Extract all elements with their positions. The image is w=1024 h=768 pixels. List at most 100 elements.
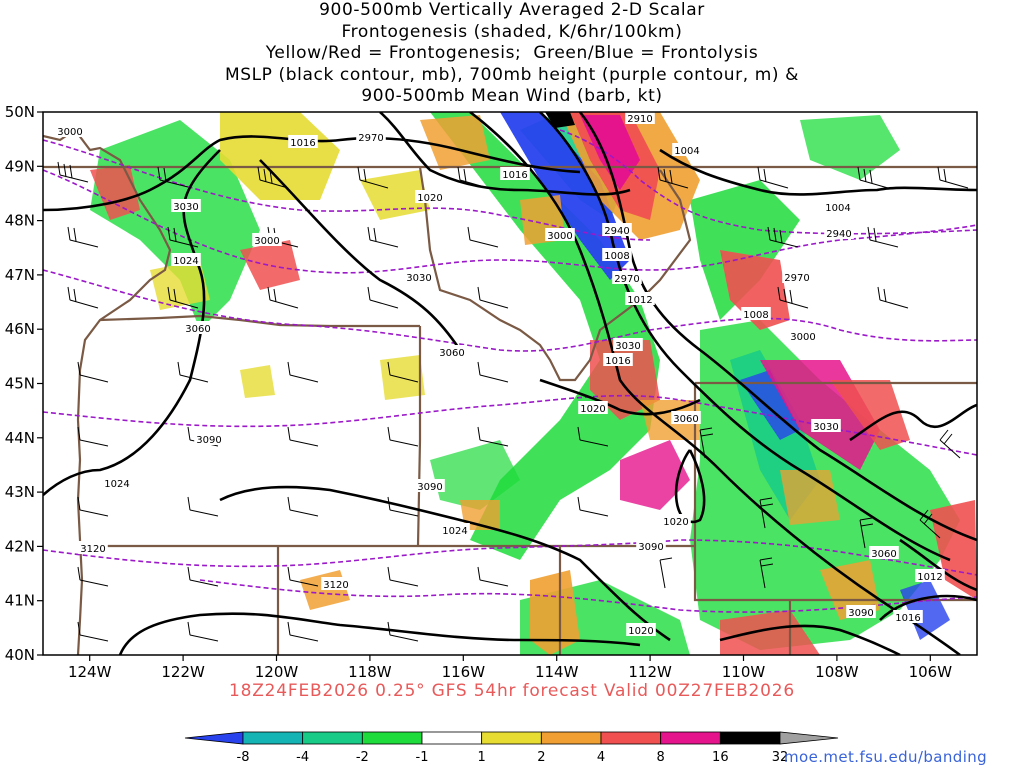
- contour-label-bg: [321, 577, 351, 590]
- contour-label: 1024: [173, 256, 198, 267]
- colorbar-label: -2: [356, 750, 369, 765]
- contour-label: 1016: [290, 138, 315, 149]
- wind-barbs: [57, 161, 969, 642]
- lon-label: 116W: [442, 663, 486, 681]
- contour-label-bg: [782, 270, 812, 283]
- contour-label-bg: [613, 338, 643, 351]
- colorbar-label: 1: [478, 750, 486, 765]
- contour-label-bg: [404, 270, 434, 283]
- colorbar-label: 4: [597, 750, 605, 765]
- contour-label-bg: [893, 610, 923, 623]
- contour-label-bg: [869, 546, 899, 559]
- contour-label: 3030: [813, 422, 838, 433]
- contour-label: 3120: [323, 580, 348, 591]
- contour-label: 1004: [674, 146, 699, 157]
- height-contour-labels: 3000 2970 2910 3030 3000 3000 2940 2940 2970 2970…: [55, 111, 899, 619]
- frontogenesis-map: 1016 1016 1004 1004 1020 1024 1008 1012 1008 1016…: [5, 103, 978, 681]
- credit-link[interactable]: moe.met.fsu.edu/banding: [784, 748, 988, 766]
- contour-label: 1004: [825, 203, 850, 214]
- colorbar-box: [361, 731, 423, 745]
- contour-label: 1008: [743, 310, 768, 321]
- title-line-2: Frontogenesis (shaded, K/6hr/100km): [341, 21, 683, 42]
- lon-label: 122W: [161, 663, 205, 681]
- contour-label: 2940: [604, 226, 629, 237]
- contour-label-bg: [603, 353, 633, 366]
- contour-label: 3090: [638, 542, 663, 553]
- colorbar-box: [600, 731, 662, 745]
- contour-label-bg: [661, 514, 691, 527]
- contour-label: 1020: [628, 626, 653, 637]
- contour-label-bg: [102, 476, 132, 489]
- frontogenesis-shading: [90, 112, 977, 655]
- lon-label: 124W: [68, 663, 112, 681]
- contour-label-bg: [356, 130, 386, 143]
- contour-label: 1016: [502, 170, 527, 181]
- title-line-4: MSLP (black contour, mb), 700mb height (…: [224, 64, 800, 85]
- colorbar-box: [481, 731, 542, 745]
- contour-label-bg: [612, 271, 642, 284]
- contour-label-bg: [824, 226, 854, 239]
- contour-label-bg: [625, 111, 655, 124]
- lat-label: 47N: [5, 266, 35, 284]
- lon-label: 106W: [909, 663, 953, 681]
- contour-label: 3060: [673, 414, 698, 425]
- contour-label-bg: [440, 523, 470, 536]
- contour-label: 1016: [895, 613, 920, 624]
- contour-label-bg: [252, 233, 282, 246]
- contour-label: 3000: [547, 231, 572, 242]
- contour-label: 1024: [104, 479, 129, 490]
- forecast-valid-line: 18Z24FEB2026 0.25° GFS 54hr forecast Val…: [228, 681, 796, 701]
- contour-label-bg: [415, 190, 445, 203]
- contour-label-bg: [823, 200, 853, 213]
- contour-label-bg: [171, 253, 201, 266]
- contour-label: 2970: [614, 274, 639, 285]
- contour-label-bg: [194, 432, 224, 445]
- contour-label: 3120: [80, 544, 105, 555]
- contour-label: 3090: [196, 435, 221, 446]
- colorbar-boxes: [184, 731, 839, 745]
- contour-label: 2940: [826, 229, 851, 240]
- lat-label: 40N: [5, 646, 35, 664]
- title-line-3: Yellow/Red = Frontogenesis; Green/Blue =…: [265, 43, 759, 64]
- shade-frontogenesis: [90, 112, 977, 655]
- contour-label-bg: [636, 539, 666, 552]
- contour-label: 2970: [784, 273, 809, 284]
- contour-label: 1024: [442, 526, 467, 537]
- colorbar-low-arrow: [184, 731, 244, 745]
- colorbar: -8 -4 -2 -1 1 2 4 8 16 32: [184, 731, 839, 765]
- contour-label-bg: [626, 623, 656, 636]
- contour-label: 3030: [615, 341, 640, 352]
- lat-label: 45N: [5, 375, 35, 393]
- title-line-5: 900-500mb Mean Wind (barb, kt): [361, 86, 663, 107]
- lon-label: 114W: [535, 663, 579, 681]
- chart-title: 900-500mb Vertically Averaged 2-D Scalar…: [0, 0, 1024, 108]
- colorbar-label: 8: [657, 750, 665, 765]
- contour-label: 1008: [604, 251, 629, 262]
- lat-label: 43N: [5, 483, 35, 501]
- contour-label-bg: [846, 605, 876, 618]
- contour-label-bg: [671, 411, 701, 424]
- colorbar-box: [540, 731, 602, 745]
- title-line-1: 900-500mb Vertically Averaged 2-D Scalar: [319, 0, 705, 20]
- lat-label: 48N: [5, 212, 35, 230]
- colorbar-box: [660, 731, 721, 745]
- contour-label-bg: [625, 292, 655, 305]
- contour-label-bg: [500, 167, 530, 180]
- contour-label-bg: [183, 321, 213, 334]
- colorbar-high-arrow: [779, 731, 839, 745]
- contour-label: 3000: [57, 127, 82, 138]
- contour-label: 3000: [254, 236, 279, 247]
- colorbar-label: -4: [296, 750, 309, 765]
- contour-label: 3060: [871, 549, 896, 560]
- lat-label: 41N: [5, 592, 35, 610]
- contour-label-bg: [915, 569, 945, 582]
- contour-label-bg: [602, 248, 632, 261]
- contour-label-bg: [788, 329, 818, 342]
- contour-label: 3060: [185, 324, 210, 335]
- lat-label: 50N: [5, 103, 35, 121]
- colorbar-box: [421, 731, 483, 745]
- colorbar-labels: -8 -4 -2 -1 1 2 4 8 16 32: [237, 750, 789, 765]
- lon-label: 108W: [815, 663, 859, 681]
- contour-label: 2910: [627, 114, 652, 125]
- lat-label: 46N: [5, 320, 35, 338]
